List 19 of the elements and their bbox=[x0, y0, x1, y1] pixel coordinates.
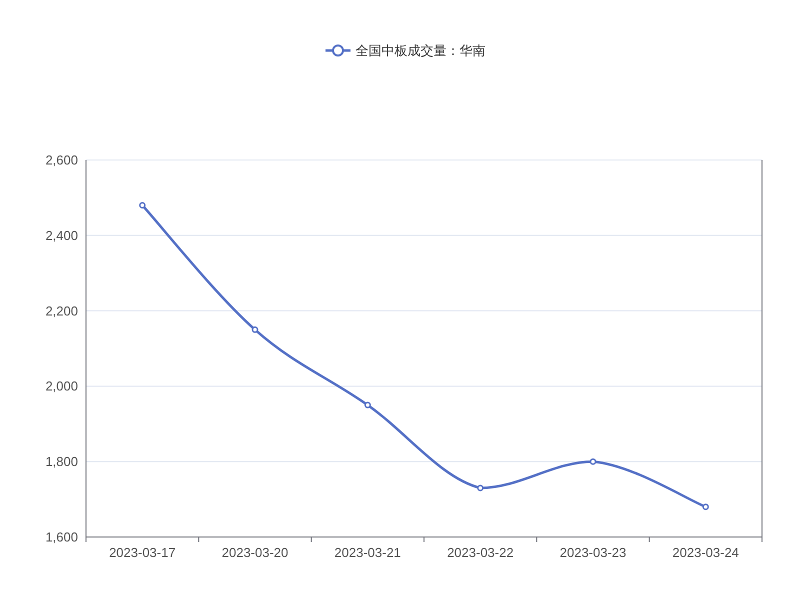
y-tick-label: 2,200 bbox=[45, 303, 78, 318]
x-tick-label: 2023-03-21 bbox=[334, 545, 401, 560]
y-tick-label: 2,400 bbox=[45, 228, 78, 243]
point bbox=[139, 202, 146, 208]
point bbox=[477, 484, 484, 492]
point bbox=[702, 504, 709, 510]
x-tick-label: 2023-03-22 bbox=[447, 545, 514, 560]
point bbox=[364, 402, 371, 408]
x-tick-label: 2023-03-23 bbox=[560, 545, 626, 560]
legend-label: 全国中板成交量：华南 bbox=[356, 43, 486, 58]
y-tick-label: 2,000 bbox=[45, 378, 78, 394]
y-tick-label: 2,600 bbox=[45, 152, 78, 168]
x-tick-label: 2023-03-17 bbox=[109, 545, 176, 560]
x-tick-label: 2023-03-20 bbox=[222, 545, 288, 560]
point bbox=[590, 458, 596, 465]
y-tick-label: 1,600 bbox=[45, 530, 78, 544]
y-tick-label: 1,800 bbox=[45, 454, 78, 470]
x-tick-label: 2023-03-24 bbox=[672, 545, 739, 560]
point bbox=[252, 326, 258, 333]
